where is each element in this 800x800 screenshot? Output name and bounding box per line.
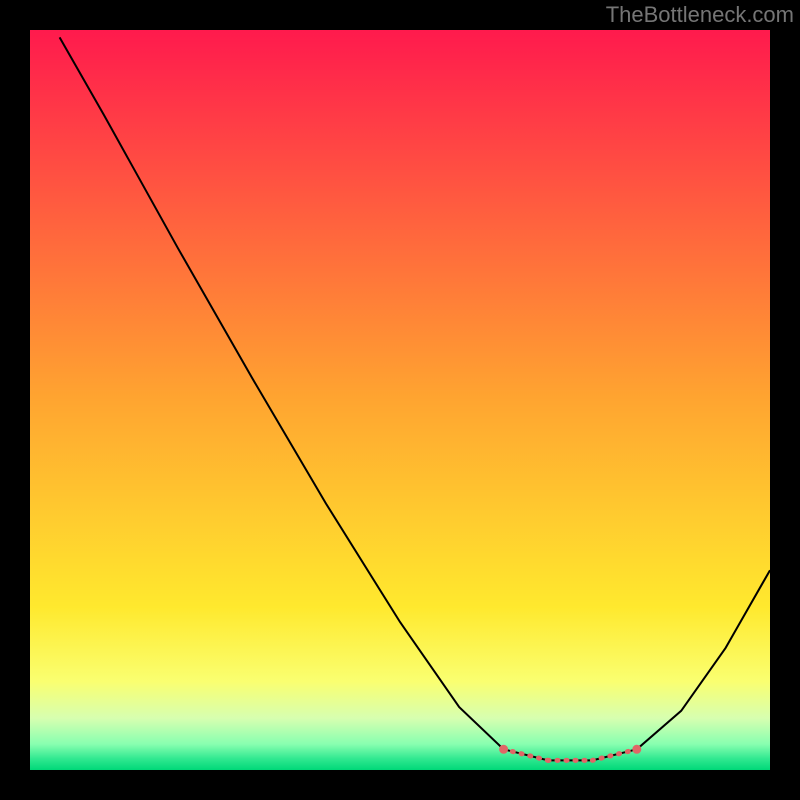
chart-container: TheBottleneck.com	[0, 0, 800, 800]
frame-left	[0, 0, 30, 800]
plot-background	[30, 30, 770, 770]
watermark-text: TheBottleneck.com	[606, 2, 794, 28]
frame-bottom	[0, 770, 800, 800]
bottleneck-curve-chart	[0, 0, 800, 800]
frame-right	[770, 0, 800, 800]
